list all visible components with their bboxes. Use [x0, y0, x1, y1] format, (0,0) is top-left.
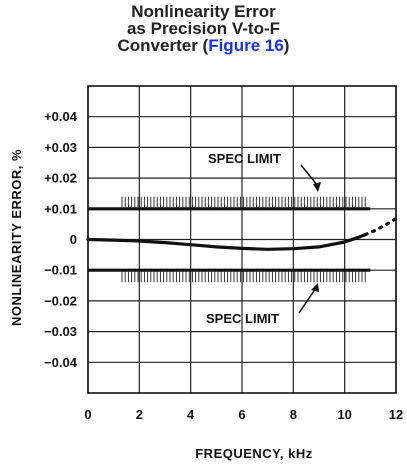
y-tick-label: −0.01: [44, 263, 77, 278]
x-tick-label: 10: [337, 407, 351, 422]
upper-spec-limit-arrowhead: [313, 182, 321, 192]
x-tick-label: 12: [389, 407, 403, 422]
title-line-2: as Precision V-to-F: [126, 19, 281, 38]
x-tick-label: 0: [84, 407, 91, 422]
lower-spec-hatching: [121, 270, 366, 283]
y-tick-label: 0: [70, 232, 77, 247]
title-line-3-suffix: ): [283, 36, 290, 55]
y-tick-label: −0.04: [44, 355, 78, 370]
upper-spec-limit-leader: [300, 164, 319, 187]
title-line-3-prefix: Converter (: [117, 36, 209, 55]
annotations: SPEC LIMIT SPEC LIMIT: [206, 151, 321, 326]
x-tick-labels: 0 2 4 6 8 10 12: [84, 407, 403, 422]
x-tick-label: 4: [187, 407, 195, 422]
y-tick-label: +0.01: [44, 201, 77, 216]
lower-spec-limit-arrowhead: [311, 283, 319, 292]
chart-title: Nonlinearity Error as Precision V-to-F C…: [0, 3, 407, 54]
x-tick-label: 8: [290, 407, 297, 422]
spec-limits: [88, 196, 371, 283]
y-tick-label: +0.02: [44, 171, 77, 186]
nonlinearity-error-curve: [86, 233, 367, 251]
data-series: [86, 217, 398, 251]
y-tick-label: −0.03: [44, 324, 77, 339]
title-line-3: Converter (Figure 16): [0, 37, 407, 54]
y-axis-label: NONLINEARITY ERROR, %: [9, 149, 24, 326]
x-tick-label: 2: [136, 407, 143, 422]
x-tick-label: 6: [238, 407, 245, 422]
x-axis-label: FREQUENCY, kHz: [195, 446, 313, 461]
y-tick-labels: +0.04 +0.03 +0.02 +0.01 0 −0.01 −0.02 −0.03 −0.0…: [44, 109, 78, 370]
upper-spec-limit-label: SPEC LIMIT: [208, 151, 281, 166]
upper-spec-hatching: [121, 196, 366, 209]
figure-link[interactable]: Figure 16: [208, 36, 284, 55]
y-tick-label: −0.02: [44, 293, 77, 308]
lower-spec-limit-label: SPEC LIMIT: [206, 311, 279, 326]
title-line-1: Nonlinearity Error: [131, 2, 276, 21]
extrapolated-error-curve: [363, 217, 398, 237]
y-tick-label: +0.03: [44, 140, 77, 155]
lower-spec-limit-leader: [298, 287, 317, 314]
y-tick-label: +0.04: [44, 109, 78, 124]
